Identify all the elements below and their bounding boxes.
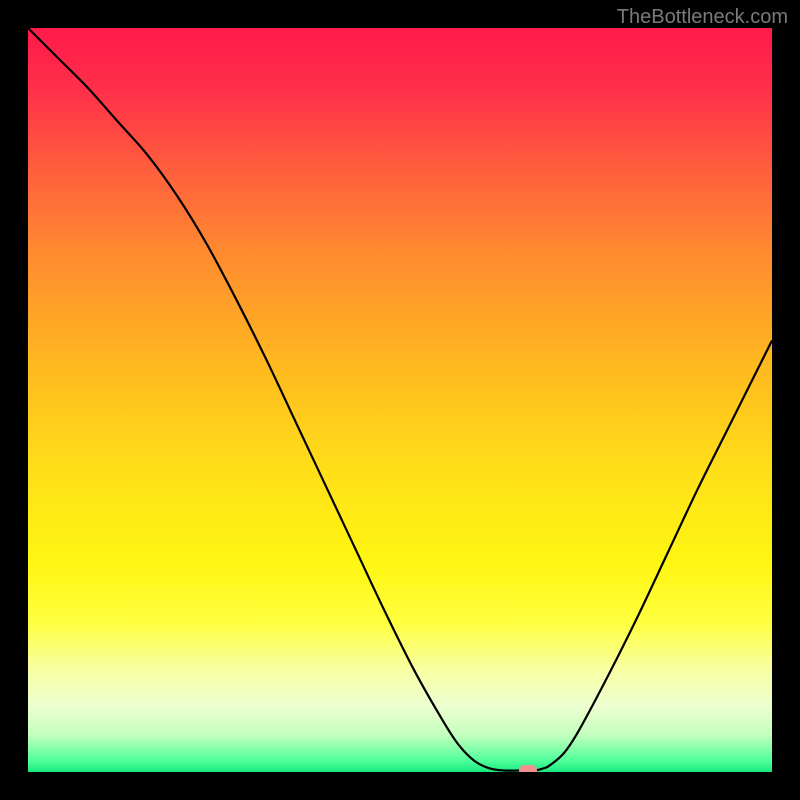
chart-plot-area [28,28,772,772]
optimal-point-marker [519,765,537,772]
bottleneck-curve-path [28,28,772,771]
watermark-text: TheBottleneck.com [617,6,788,29]
bottleneck-curve [28,28,772,772]
